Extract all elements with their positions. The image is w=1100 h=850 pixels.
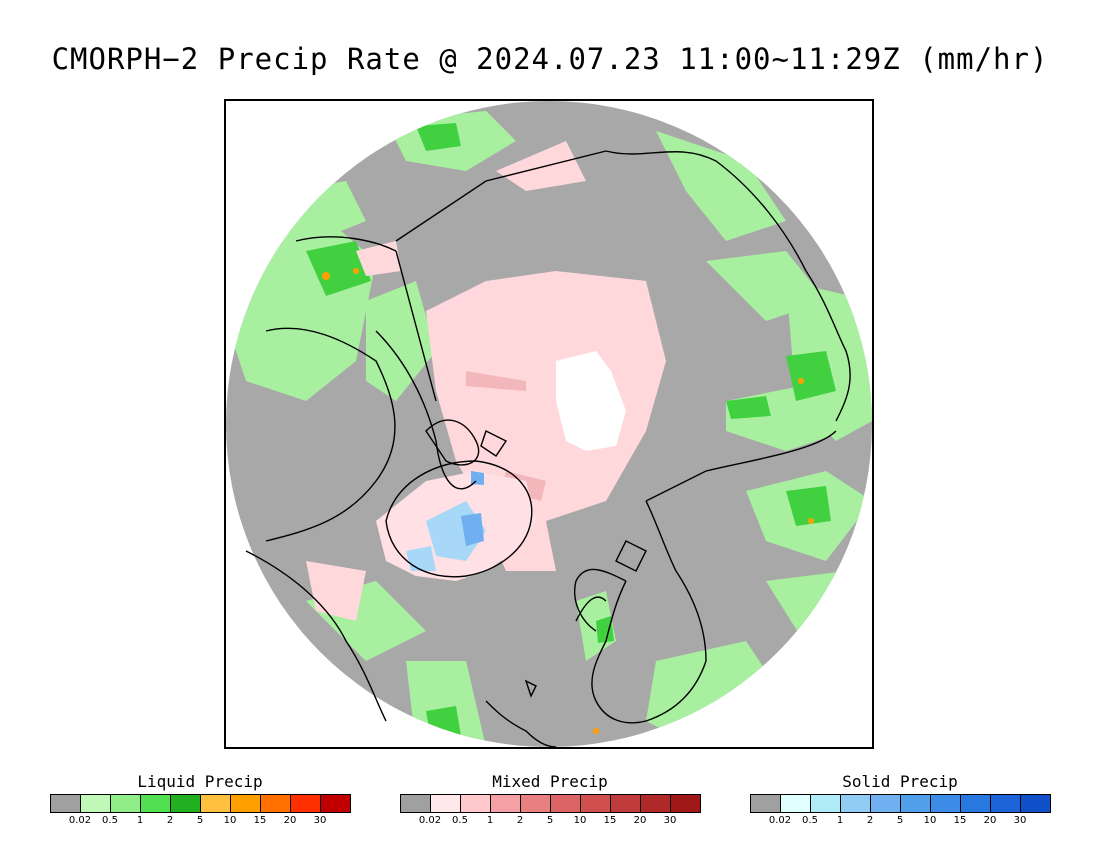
legend-swatch: [201, 795, 231, 812]
legend-swatch: [461, 795, 491, 812]
legend-tick-label: 30: [663, 815, 677, 826]
legend-title: Solid Precip: [842, 772, 958, 791]
legend-swatch: [841, 795, 871, 812]
legend-color-bar: [750, 794, 1051, 813]
heavy-rain-cells: [322, 268, 814, 734]
solid-precip-cores: [461, 471, 484, 546]
legend-swatch: [141, 795, 171, 812]
legend-swatch: [961, 795, 991, 812]
legend-color-bar: [50, 794, 351, 813]
legend-tick-label: 5: [896, 815, 904, 826]
legend-title: Mixed Precip: [492, 772, 608, 791]
legend-ticks: 0.02 0.5 1 2 5 10 15 20 30: [400, 813, 700, 827]
coastlines: [245, 150, 851, 747]
legend-tick-label: 10: [573, 815, 587, 826]
legend-liquid-precip: Liquid Precip 0.02 0.5 1 2 5 10 15 20 30: [50, 772, 351, 827]
legend-swatch: [491, 795, 521, 812]
legend-tick-label: 2: [516, 815, 524, 826]
legend-tick-label: 15: [603, 815, 617, 826]
polar-precip-map: [226, 101, 872, 747]
legend-tick-label: 20: [633, 815, 647, 826]
legend-swatch: [81, 795, 111, 812]
no-data-area: [556, 351, 626, 451]
legend-swatch: [901, 795, 931, 812]
legend-ticks: 0.02 0.5 1 2 5 10 15 20 30: [50, 813, 350, 827]
legend-swatch: [401, 795, 431, 812]
legend-swatch: [321, 795, 350, 812]
legend-tick-label: 20: [983, 815, 997, 826]
legend-swatch: [931, 795, 961, 812]
legend-swatch: [811, 795, 841, 812]
legend-swatch: [231, 795, 261, 812]
legend-swatch: [611, 795, 641, 812]
legend-tick-label: 2: [166, 815, 174, 826]
legend-swatch: [751, 795, 781, 812]
map-title: CMORPH−2 Precip Rate @ 2024.07.23 11:00~…: [51, 42, 1049, 76]
legend-swatch: [291, 795, 321, 812]
legend-tick-label: 0.5: [102, 815, 118, 826]
legend-swatch: [111, 795, 141, 812]
legend-swatch: [641, 795, 671, 812]
legend-tick-label: 0.02: [418, 815, 442, 826]
greenland-coast: [385, 460, 533, 578]
legend-mixed-precip: Mixed Precip 0.02 0.5 1 2 5 10 15 20 30: [400, 772, 701, 827]
legend-tick-label: 30: [1013, 815, 1027, 826]
legend-swatch: [431, 795, 461, 812]
legend-title: Liquid Precip: [137, 772, 263, 791]
legend-swatch: [581, 795, 611, 812]
legend-swatch: [871, 795, 901, 812]
legend-tick-label: 1: [486, 815, 494, 826]
legend-tick-label: 5: [546, 815, 554, 826]
legend-tick-label: 20: [283, 815, 297, 826]
legend-swatch: [521, 795, 551, 812]
legend-swatch: [781, 795, 811, 812]
legend-tick-label: 5: [196, 815, 204, 826]
legend-tick-label: 0.02: [768, 815, 792, 826]
legend-swatch: [991, 795, 1021, 812]
legend-color-bar: [400, 794, 701, 813]
liquid-precip-cores: [306, 123, 836, 739]
legend-tick-label: 10: [223, 815, 237, 826]
legend-tick-label: 15: [953, 815, 967, 826]
legend-tick-label: 15: [253, 815, 267, 826]
polar-map: [224, 99, 874, 749]
legend-swatch: [1021, 795, 1050, 812]
legend-swatch: [261, 795, 291, 812]
legend-tick-label: 0.02: [68, 815, 92, 826]
legend-tick-label: 0.5: [802, 815, 818, 826]
legend-tick-label: 1: [136, 815, 144, 826]
legend-tick-label: 0.5: [452, 815, 468, 826]
legend-tick-label: 1: [836, 815, 844, 826]
legend-solid-precip: Solid Precip 0.02 0.5 1 2 5 10 15 20 30: [750, 772, 1051, 827]
legend-swatch: [551, 795, 581, 812]
legend-tick-label: 2: [866, 815, 874, 826]
legend-swatch: [671, 795, 700, 812]
legend-ticks: 0.02 0.5 1 2 5 10 15 20 30: [750, 813, 1050, 827]
legend-swatch: [171, 795, 201, 812]
legend-tick-label: 10: [923, 815, 937, 826]
legend-tick-label: 30: [313, 815, 327, 826]
legend-swatch: [51, 795, 81, 812]
